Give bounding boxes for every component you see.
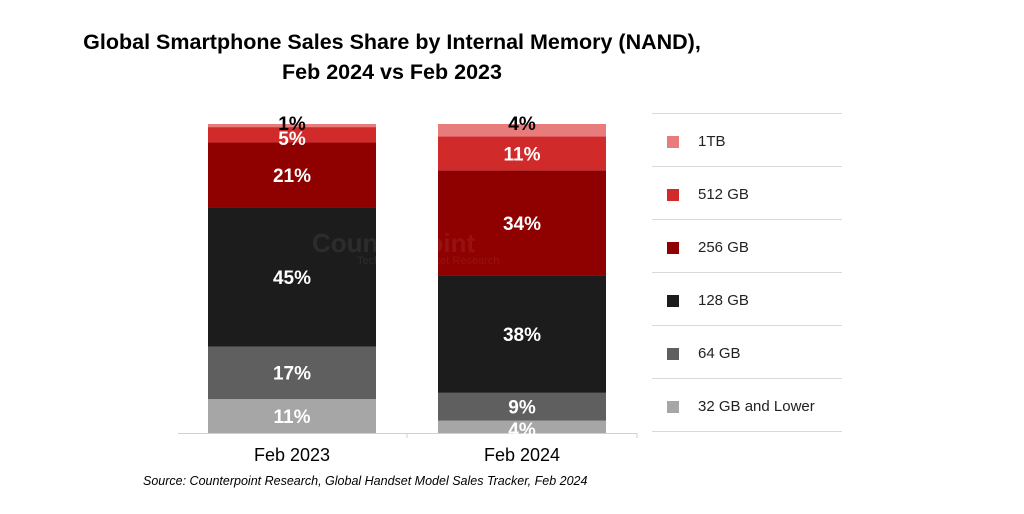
legend-swatch (667, 136, 679, 148)
legend-item: 512 GB (652, 166, 842, 219)
data-label: 21% (273, 166, 311, 187)
chart-title-line-2: Feb 2024 vs Feb 2023 (282, 60, 502, 84)
bar-segment-32-gb-and-lower-feb-2023 (208, 399, 376, 433)
bar-segment-1tb-feb-2024 (438, 124, 606, 137)
data-label: 11% (504, 144, 541, 165)
bar-segment-128-gb-feb-2023 (208, 207, 376, 347)
data-label: 1% (278, 114, 306, 135)
bar-segment-64-gb-feb-2024 (438, 392, 606, 421)
legend-item: 32 GB and Lower (652, 378, 842, 432)
data-label: 4% (508, 114, 536, 135)
legend-swatch (667, 189, 679, 201)
legend: 1TB 512 GB 256 GB 128 GB 64 GB 32 GB and Lowe… (652, 113, 842, 432)
legend-label: 1TB (698, 133, 726, 150)
data-label: 11% (274, 407, 311, 428)
data-label: 9% (508, 398, 536, 419)
chart-title: Global Smartphone Sales Share by Interna… (0, 27, 784, 87)
legend-swatch (667, 348, 679, 360)
chart-title-line-1: Global Smartphone Sales Share by Interna… (83, 30, 701, 54)
legend-item: 128 GB (652, 272, 842, 325)
data-label: 4% (508, 420, 536, 441)
legend-item: 64 GB (652, 325, 842, 378)
bar-segment-512-gb-feb-2023 (208, 127, 376, 143)
legend-label: 512 GB (698, 186, 749, 203)
legend-label: 32 GB and Lower (698, 398, 815, 415)
legend-label: 256 GB (698, 239, 749, 256)
bar-segment-512-gb-feb-2024 (438, 136, 606, 171)
legend-item: 256 GB (652, 219, 842, 272)
legend-swatch (667, 295, 679, 307)
legend-label: 128 GB (698, 292, 749, 309)
data-label: 38% (503, 325, 541, 346)
legend-swatch (667, 401, 679, 413)
data-label: 45% (273, 268, 311, 289)
bar-segment-256-gb-feb-2024 (438, 170, 606, 276)
source-note: Source: Counterpoint Research, Global Ha… (143, 474, 588, 488)
legend-swatch (667, 242, 679, 254)
data-label: 17% (273, 364, 311, 385)
data-label: 34% (503, 214, 541, 235)
legend-item: 1TB (652, 113, 842, 166)
x-tick-label: Feb 2024 (484, 445, 560, 465)
bar-segment-256-gb-feb-2023 (208, 142, 376, 208)
legend-label: 64 GB (698, 345, 741, 362)
bar-segment-32-gb-and-lower-feb-2024 (438, 420, 606, 433)
x-tick-label: Feb 2023 (254, 445, 330, 465)
bar-segment-64-gb-feb-2023 (208, 346, 376, 400)
bar-segment-128-gb-feb-2024 (438, 275, 606, 393)
data-label: 5% (278, 129, 306, 150)
bar-segment-1tb-feb-2023 (208, 124, 376, 128)
